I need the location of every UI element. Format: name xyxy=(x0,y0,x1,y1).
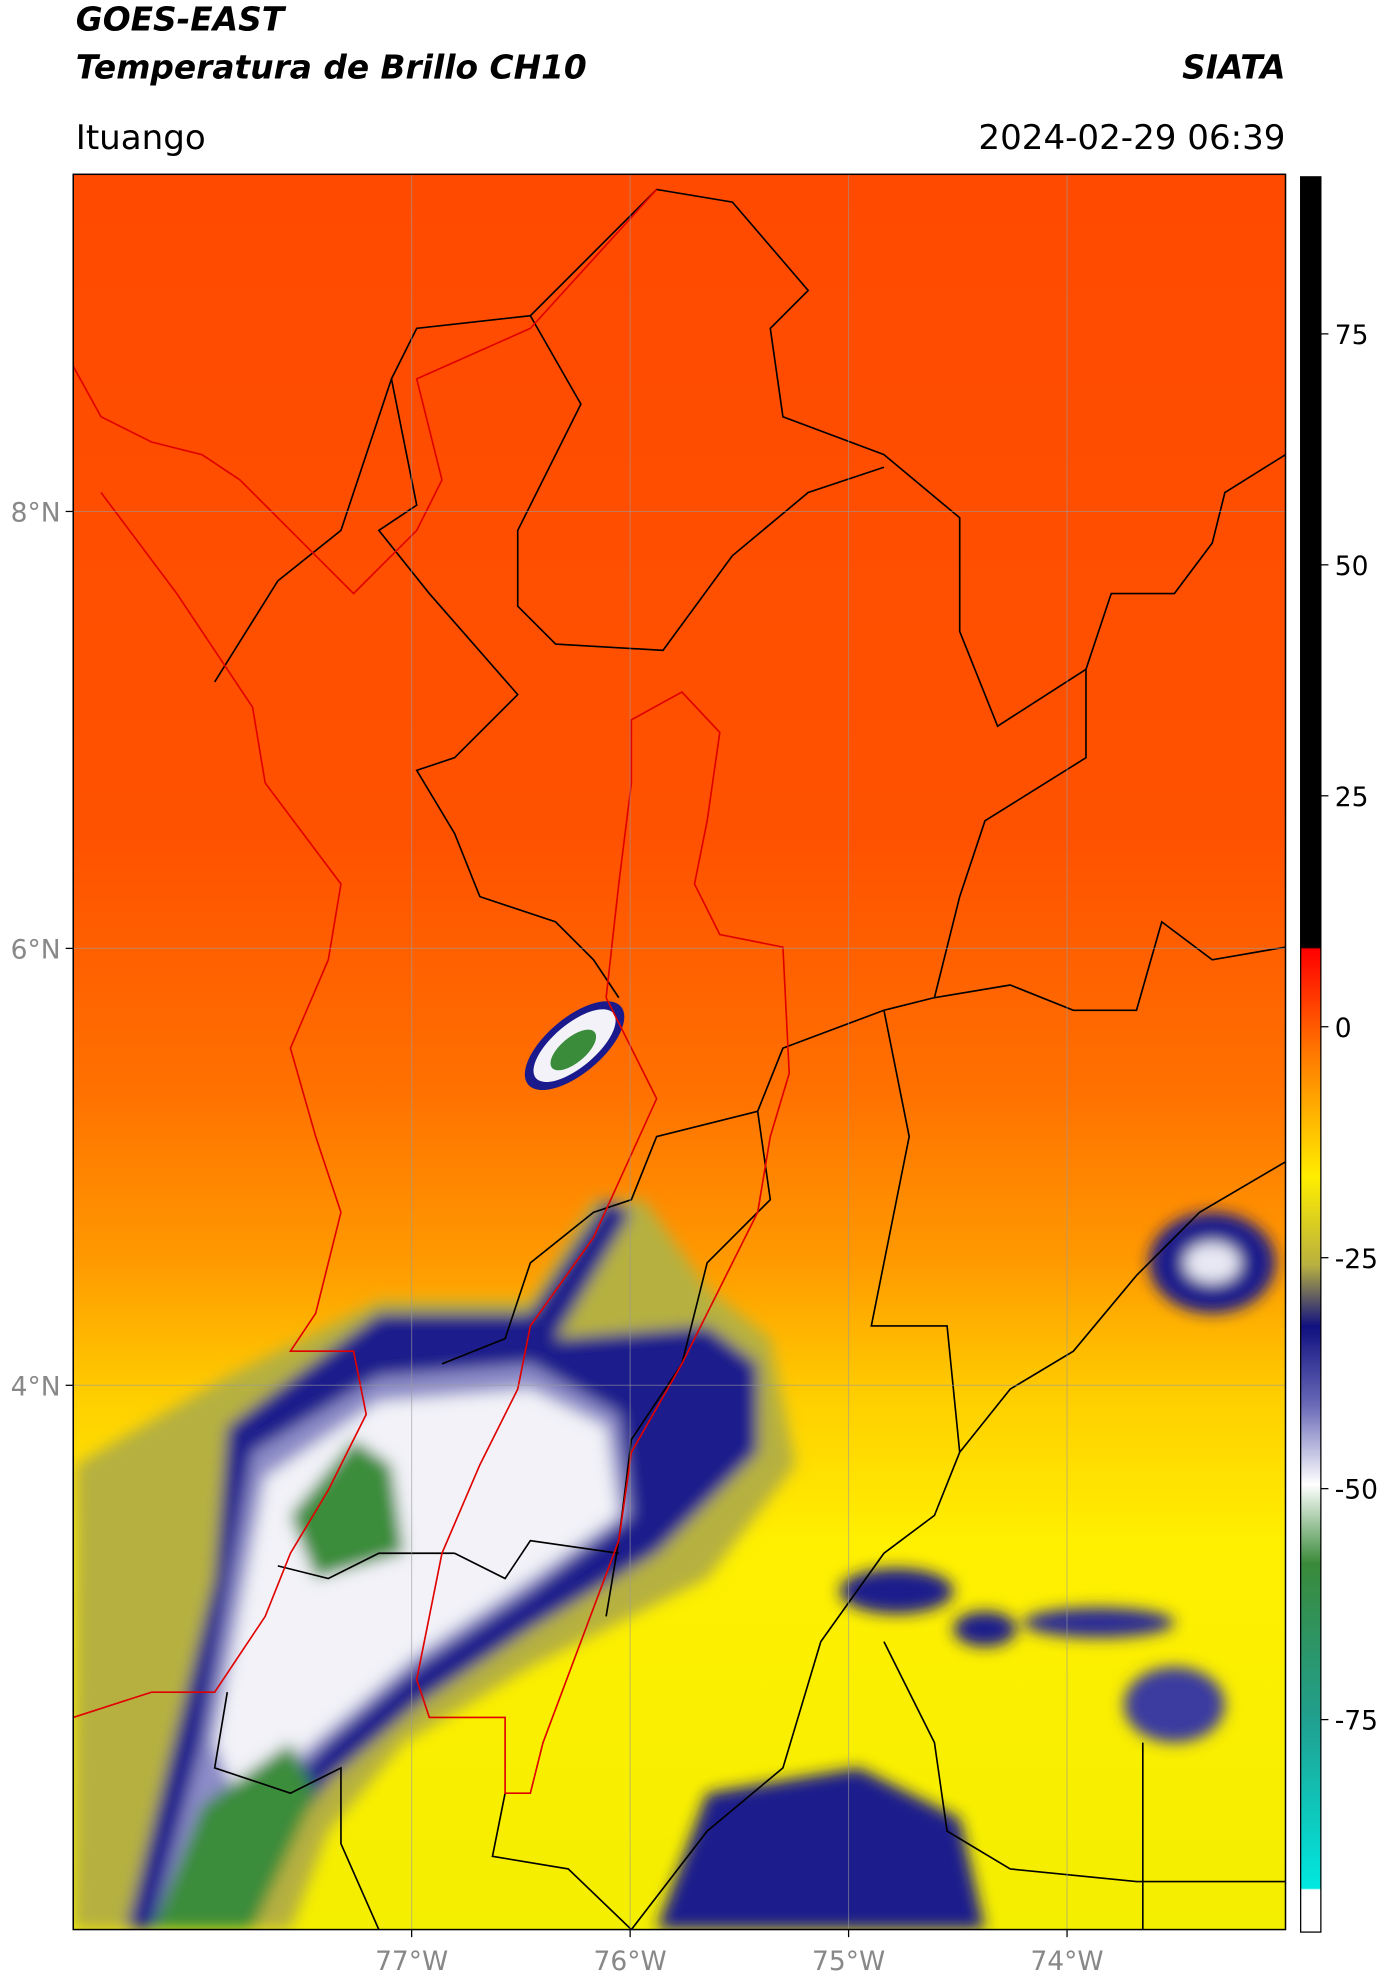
department-borders xyxy=(213,188,1286,1930)
location: Ituango xyxy=(76,118,206,158)
colorbar-tick-label: 75 xyxy=(1335,320,1369,351)
organization: SIATA xyxy=(1182,48,1285,86)
lat-label: 6°N xyxy=(11,934,61,965)
colorbar xyxy=(1300,176,1322,1933)
lon-label: 75°W xyxy=(812,1946,885,1977)
title-line2: Temperatura de Brillo CH10 xyxy=(76,48,587,86)
datetime: 2024-02-29 06:39 xyxy=(978,118,1285,158)
lat-label: 4°N xyxy=(11,1371,61,1402)
colorbar-tick-label: 0 xyxy=(1335,1013,1352,1044)
colorbar-tick-label: 50 xyxy=(1335,551,1369,582)
colorbar-tick-label: -25 xyxy=(1335,1244,1378,1275)
colorbar-tick-label: -50 xyxy=(1335,1475,1378,1506)
colorbar-tick-label: 25 xyxy=(1335,782,1369,813)
lon-label: 76°W xyxy=(594,1946,667,1977)
cloud-field xyxy=(73,1199,1276,1930)
lon-label: 77°W xyxy=(375,1946,448,1977)
title-line1: GOES-EAST xyxy=(76,0,287,38)
satellite-map xyxy=(73,174,1286,1930)
coastline-basin xyxy=(73,188,791,1795)
map-frame xyxy=(72,173,1287,1931)
graticule xyxy=(73,174,1286,1930)
colorbar-tick-label: -75 xyxy=(1335,1706,1378,1737)
lat-label: 8°N xyxy=(11,498,61,529)
lon-label: 74°W xyxy=(1030,1946,1103,1977)
isolated-cloud xyxy=(524,1001,625,1091)
